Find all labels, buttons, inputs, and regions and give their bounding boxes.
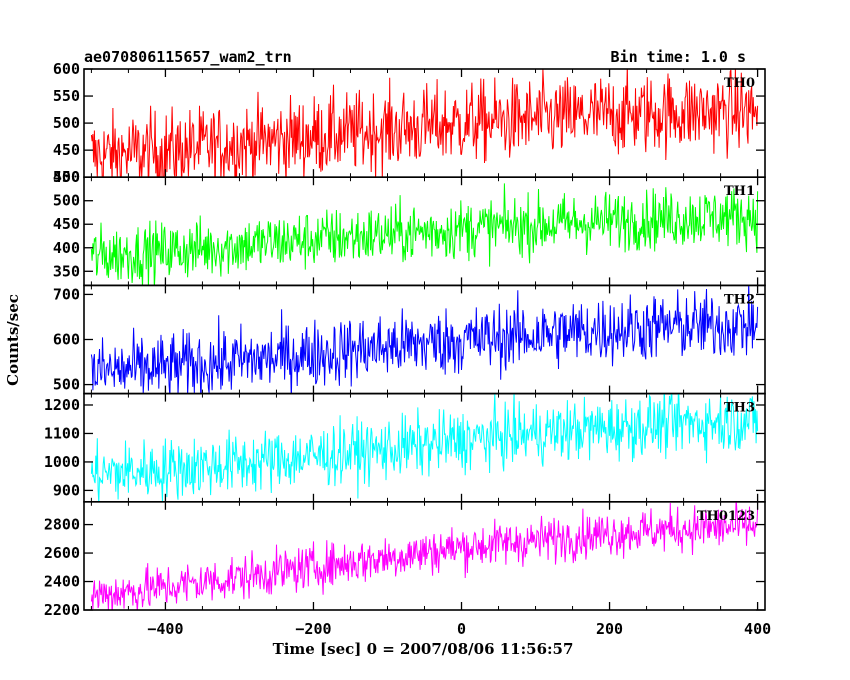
x-tick-label: 400 <box>744 620 771 638</box>
x-tick-label: 200 <box>596 620 623 638</box>
y-tick-label: 550 <box>53 168 80 186</box>
series-th0123 <box>90 501 759 610</box>
x-axis: −400 −200 0 200 400 <box>147 620 771 638</box>
y-tick-label: 500 <box>53 376 80 394</box>
panel-label-th3: TH3 <box>724 401 755 416</box>
panel-th2: 500 600 700 TH2 <box>53 284 766 395</box>
y-tick-label: 500 <box>53 192 80 210</box>
y-tick-label: 1200 <box>44 396 80 414</box>
bin-time-label: Bin time: 1.0 s <box>611 48 746 66</box>
series-th0 <box>90 69 759 178</box>
y-tick-label: 900 <box>53 481 80 499</box>
y-tick-label: 450 <box>53 215 80 233</box>
panel-th0123: 2200 2400 2600 2800 TH0123 <box>44 500 766 619</box>
figure-title: ae070806115657_wam2_trn <box>84 48 292 66</box>
series-th1 <box>90 183 759 286</box>
y-tick-label: 2400 <box>44 573 80 591</box>
panel-th0: 400 450 500 550 600 TH0 <box>53 60 766 186</box>
y-tick-label: 1100 <box>44 424 80 442</box>
panel-frame <box>83 176 766 287</box>
series-th3 <box>90 393 759 502</box>
panel-label-th0123: TH0123 <box>697 509 755 524</box>
y-tick-label: 500 <box>53 114 80 132</box>
y-tick-label: 350 <box>53 262 80 280</box>
y-tick-label: 400 <box>53 239 80 257</box>
y-tick-label: 2200 <box>44 601 80 619</box>
y-tick-label: 450 <box>53 141 80 159</box>
y-tick-label: 600 <box>53 60 80 78</box>
x-tick-label: −200 <box>295 620 331 638</box>
y-tick-label: 600 <box>53 331 80 349</box>
x-axis-label: Time [sec] 0 = 2007/08/06 11:56:57 <box>273 640 574 658</box>
y-axis-label: Counts/sec <box>4 294 22 386</box>
y-tick-label: 1000 <box>44 453 80 471</box>
panel-th3: 900 1000 1100 1200 TH3 <box>44 392 766 503</box>
panel-stack: 400 450 500 550 600 TH0 350 400 450 500 550 TH1 500 6… <box>44 60 766 619</box>
panel-label-th1: TH1 <box>724 184 755 199</box>
x-tick-label: −400 <box>147 620 183 638</box>
series-th2 <box>90 285 759 394</box>
y-tick-label: 400 <box>53 168 80 186</box>
panel-label-th2: TH2 <box>724 292 755 307</box>
y-tick-label: 2600 <box>44 544 80 562</box>
y-tick-label: 2800 <box>44 516 80 534</box>
panel-label-th0: TH0 <box>724 76 755 91</box>
y-tick-label: 550 <box>53 87 80 105</box>
panel-th1: 350 400 450 500 550 TH1 <box>53 168 766 287</box>
x-tick-label: 0 <box>457 620 466 638</box>
y-tick-label: 700 <box>53 285 80 303</box>
